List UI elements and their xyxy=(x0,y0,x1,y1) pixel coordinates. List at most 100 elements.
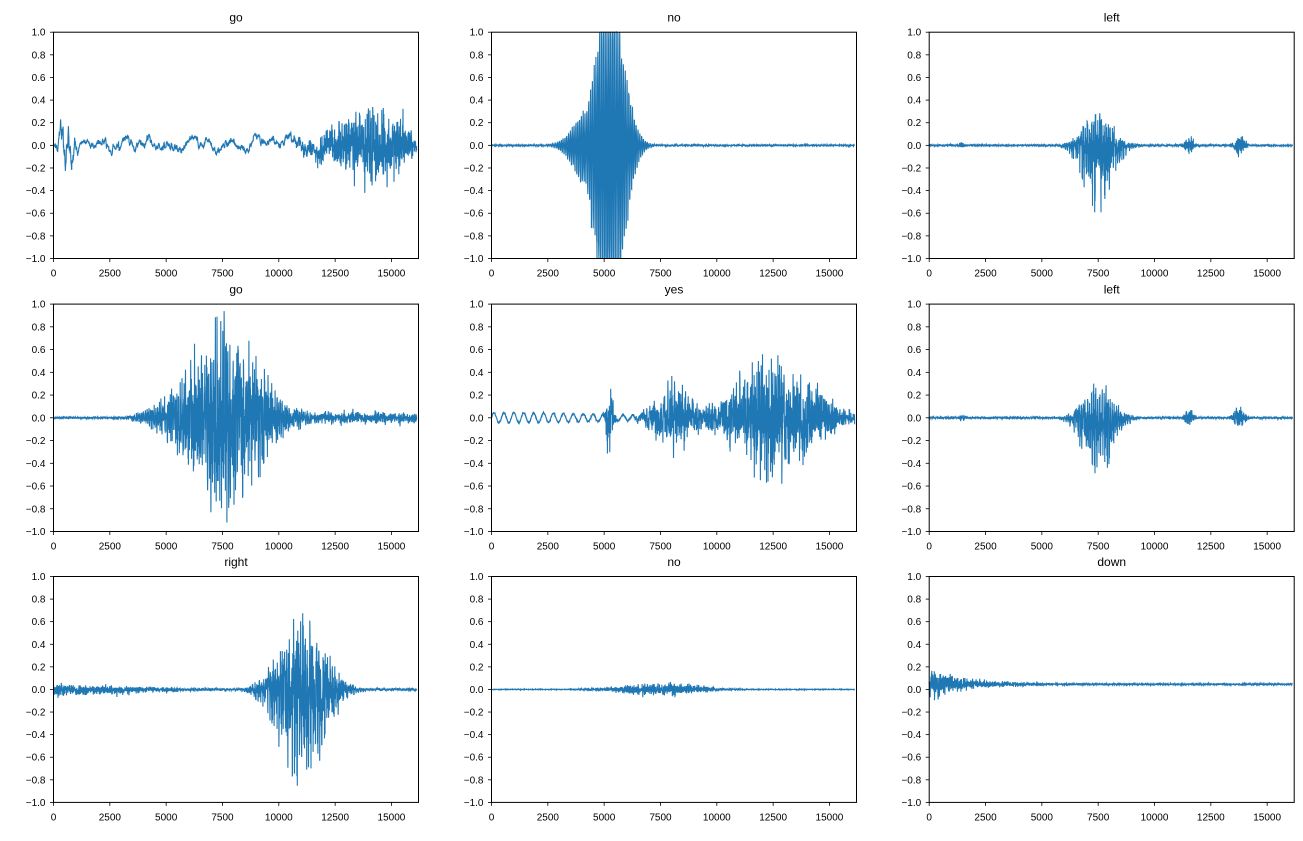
svg-text:−0.4: −0.4 xyxy=(26,459,46,470)
svg-text:−1.0: −1.0 xyxy=(901,798,921,809)
svg-text:−0.2: −0.2 xyxy=(901,163,921,174)
svg-text:−0.6: −0.6 xyxy=(26,209,46,220)
svg-text:15000: 15000 xyxy=(1253,542,1281,553)
svg-text:10000: 10000 xyxy=(1141,542,1169,553)
svg-text:0.6: 0.6 xyxy=(907,345,921,356)
svg-text:0.2: 0.2 xyxy=(470,662,484,673)
svg-text:10000: 10000 xyxy=(703,542,731,553)
svg-text:−0.2: −0.2 xyxy=(26,436,46,447)
svg-text:10000: 10000 xyxy=(265,269,293,280)
svg-text:1.0: 1.0 xyxy=(470,572,484,583)
svg-text:0.2: 0.2 xyxy=(470,118,484,129)
svg-text:0.6: 0.6 xyxy=(470,73,484,84)
svg-text:−1.0: −1.0 xyxy=(464,254,484,265)
svg-text:2500: 2500 xyxy=(99,269,122,280)
svg-text:2500: 2500 xyxy=(99,542,122,553)
svg-text:−1.0: −1.0 xyxy=(26,254,46,265)
svg-text:−0.8: −0.8 xyxy=(464,231,484,242)
svg-text:7500: 7500 xyxy=(211,269,234,280)
svg-text:7500: 7500 xyxy=(211,812,234,823)
svg-text:0.4: 0.4 xyxy=(32,96,46,107)
svg-text:−0.4: −0.4 xyxy=(26,186,46,197)
svg-text:right: right xyxy=(224,555,248,569)
svg-text:0.8: 0.8 xyxy=(32,322,46,333)
svg-text:12500: 12500 xyxy=(759,812,787,823)
svg-text:0.2: 0.2 xyxy=(907,391,921,402)
svg-text:−1.0: −1.0 xyxy=(901,254,921,265)
svg-text:down: down xyxy=(1097,555,1126,569)
svg-text:−0.2: −0.2 xyxy=(464,163,484,174)
svg-text:−0.8: −0.8 xyxy=(464,504,484,515)
svg-text:−0.4: −0.4 xyxy=(26,730,46,741)
svg-text:12500: 12500 xyxy=(759,542,787,553)
svg-text:0.0: 0.0 xyxy=(32,413,46,424)
svg-text:go: go xyxy=(229,283,243,297)
svg-text:2500: 2500 xyxy=(974,269,997,280)
svg-text:0.2: 0.2 xyxy=(32,118,46,129)
svg-text:15000: 15000 xyxy=(816,269,844,280)
svg-text:0.4: 0.4 xyxy=(470,368,484,379)
svg-text:15000: 15000 xyxy=(378,542,406,553)
svg-text:1.0: 1.0 xyxy=(32,572,46,583)
svg-text:0: 0 xyxy=(489,812,495,823)
svg-text:0.2: 0.2 xyxy=(32,662,46,673)
svg-text:7500: 7500 xyxy=(211,542,234,553)
svg-text:−0.4: −0.4 xyxy=(464,459,484,470)
svg-text:7500: 7500 xyxy=(649,812,672,823)
svg-text:−0.2: −0.2 xyxy=(901,436,921,447)
svg-text:0.0: 0.0 xyxy=(470,413,484,424)
svg-text:0: 0 xyxy=(51,269,57,280)
svg-text:−0.2: −0.2 xyxy=(901,708,921,719)
svg-text:10000: 10000 xyxy=(1141,269,1169,280)
svg-text:5000: 5000 xyxy=(155,269,178,280)
svg-text:0.0: 0.0 xyxy=(907,141,921,152)
svg-text:1.0: 1.0 xyxy=(907,572,921,583)
svg-text:left: left xyxy=(1104,283,1121,297)
svg-text:7500: 7500 xyxy=(1087,812,1110,823)
svg-text:0.0: 0.0 xyxy=(470,685,484,696)
svg-text:15000: 15000 xyxy=(378,269,406,280)
svg-text:0: 0 xyxy=(926,812,932,823)
svg-text:0.4: 0.4 xyxy=(470,640,484,651)
svg-text:−0.8: −0.8 xyxy=(26,231,46,242)
svg-text:−1.0: −1.0 xyxy=(26,527,46,538)
svg-text:−0.4: −0.4 xyxy=(901,186,921,197)
svg-text:0.4: 0.4 xyxy=(32,640,46,651)
svg-text:yes: yes xyxy=(665,283,684,297)
svg-text:0.2: 0.2 xyxy=(907,662,921,673)
svg-text:10000: 10000 xyxy=(265,542,293,553)
svg-text:15000: 15000 xyxy=(1253,269,1281,280)
svg-text:5000: 5000 xyxy=(155,812,178,823)
svg-text:−1.0: −1.0 xyxy=(464,798,484,809)
svg-text:−0.6: −0.6 xyxy=(26,482,46,493)
svg-text:10000: 10000 xyxy=(703,269,731,280)
svg-text:−0.8: −0.8 xyxy=(901,504,921,515)
svg-text:0.6: 0.6 xyxy=(32,345,46,356)
svg-text:5000: 5000 xyxy=(1031,812,1054,823)
svg-text:no: no xyxy=(667,11,681,25)
svg-text:15000: 15000 xyxy=(816,542,844,553)
svg-text:12500: 12500 xyxy=(1197,542,1225,553)
svg-text:go: go xyxy=(229,11,243,25)
svg-text:−0.6: −0.6 xyxy=(464,482,484,493)
svg-text:2500: 2500 xyxy=(974,542,997,553)
svg-text:7500: 7500 xyxy=(1087,542,1110,553)
svg-text:15000: 15000 xyxy=(1253,812,1281,823)
svg-text:0.8: 0.8 xyxy=(470,50,484,61)
svg-text:0.8: 0.8 xyxy=(907,322,921,333)
svg-text:−0.6: −0.6 xyxy=(901,482,921,493)
svg-text:−0.4: −0.4 xyxy=(901,459,921,470)
svg-text:−0.8: −0.8 xyxy=(464,775,484,786)
svg-text:5000: 5000 xyxy=(1031,269,1054,280)
svg-text:no: no xyxy=(667,555,681,569)
svg-text:5000: 5000 xyxy=(593,269,616,280)
svg-text:5000: 5000 xyxy=(1031,542,1054,553)
svg-text:5000: 5000 xyxy=(593,812,616,823)
svg-text:10000: 10000 xyxy=(703,812,731,823)
svg-text:−0.6: −0.6 xyxy=(464,209,484,220)
svg-text:2500: 2500 xyxy=(537,542,560,553)
svg-text:0.6: 0.6 xyxy=(907,617,921,628)
svg-text:0.2: 0.2 xyxy=(470,391,484,402)
svg-text:−0.6: −0.6 xyxy=(464,753,484,764)
svg-text:−1.0: −1.0 xyxy=(901,527,921,538)
